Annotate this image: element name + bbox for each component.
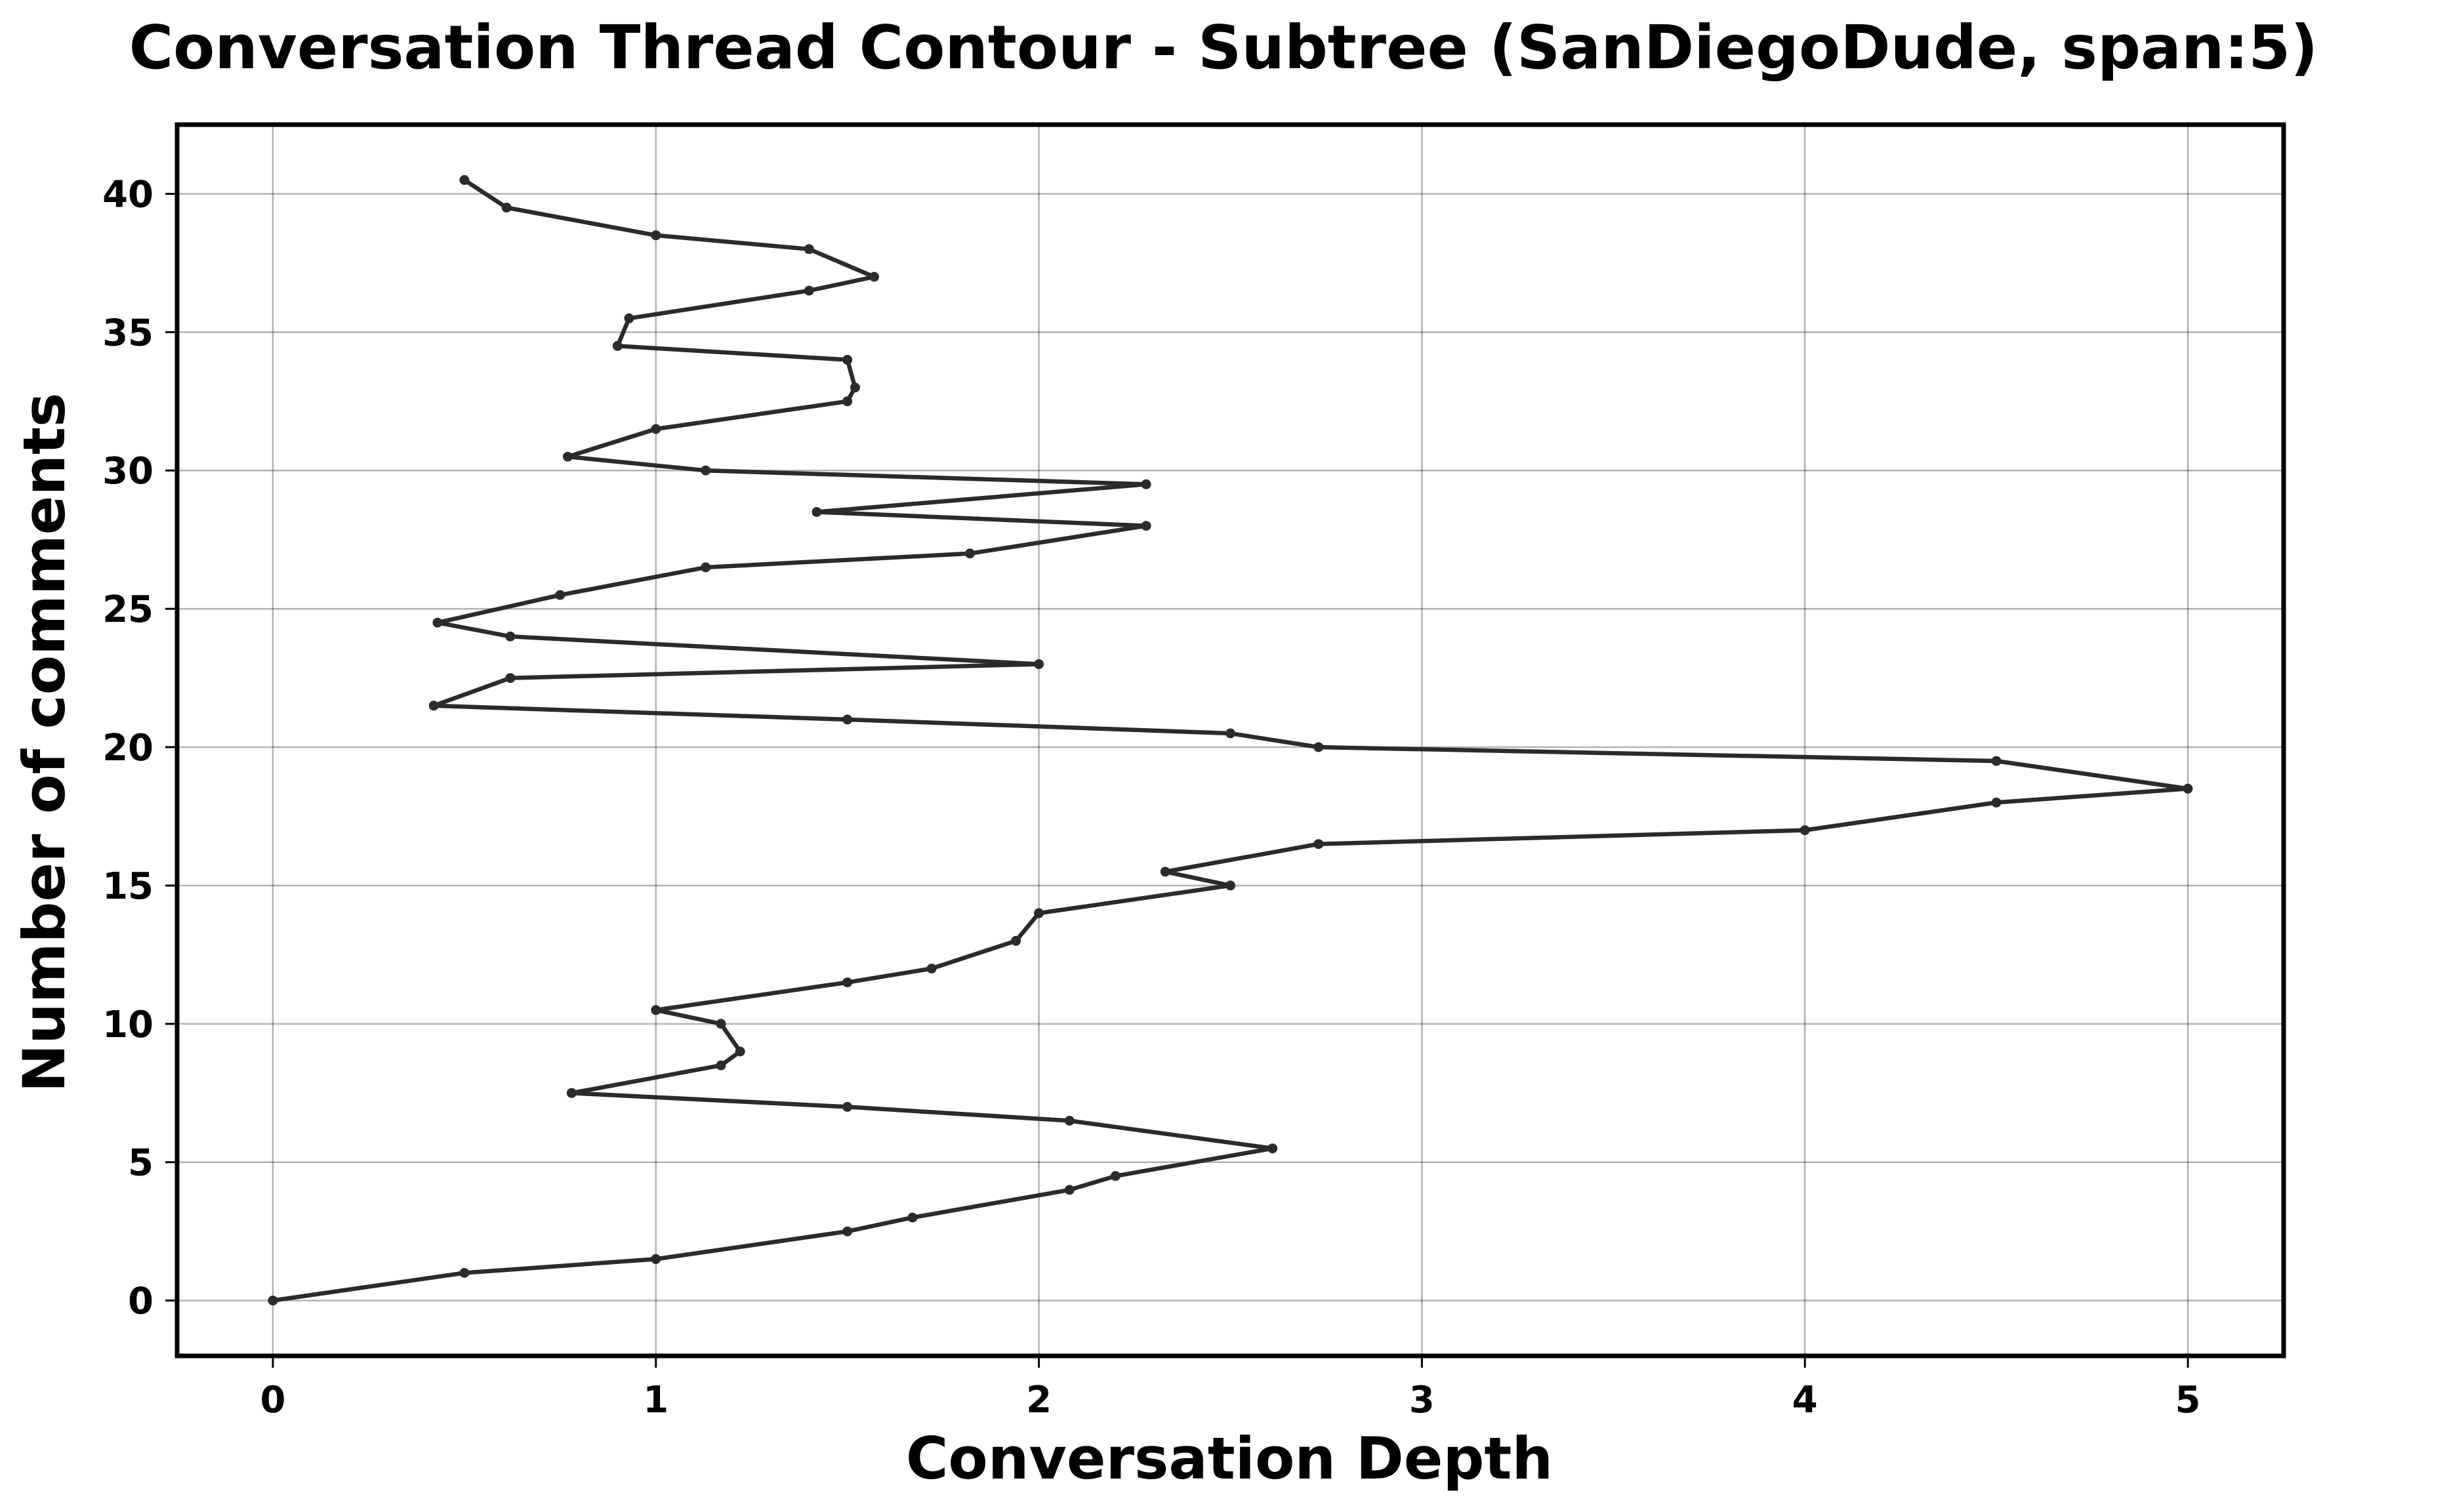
- data-point: [501, 203, 512, 213]
- data-point: [1799, 825, 1810, 836]
- x-axis-label: Conversation Depth: [906, 1425, 1553, 1492]
- data-point: [1141, 479, 1151, 489]
- data-point: [624, 313, 634, 323]
- x-tick-labels: 0 1 2 3 4 5: [260, 1379, 2200, 1421]
- y-tick-label: 20: [102, 727, 154, 769]
- data-point: [268, 1296, 278, 1306]
- series-layer: [268, 174, 2193, 1306]
- data-point: [716, 1060, 726, 1071]
- data-point: [842, 714, 853, 725]
- data-point: [1991, 756, 2002, 766]
- y-tick-label: 35: [102, 312, 154, 354]
- data-point: [428, 701, 439, 711]
- data-point: [1034, 659, 1044, 669]
- data-point: [716, 1019, 726, 1029]
- y-tick-label: 40: [102, 173, 154, 216]
- x-tick-label: 4: [1792, 1379, 1818, 1421]
- data-point: [1110, 1171, 1121, 1181]
- data-point: [651, 424, 661, 434]
- data-point: [842, 355, 853, 365]
- data-point: [566, 1088, 577, 1098]
- data-point: [1313, 839, 1324, 849]
- data-point: [869, 272, 879, 282]
- data-point: [850, 382, 860, 393]
- data-point: [2183, 783, 2193, 794]
- y-tick-label: 10: [102, 1004, 154, 1046]
- data-point: [1313, 742, 1324, 752]
- data-point: [1160, 867, 1170, 877]
- y-tick-label: 0: [128, 1280, 154, 1323]
- data-point: [842, 1101, 853, 1112]
- data-point: [965, 548, 975, 559]
- data-point: [804, 244, 814, 255]
- y-tick-labels: 0 5 10 15 20 25 30 35 40: [102, 173, 154, 1322]
- data-point: [701, 465, 711, 476]
- data-point: [735, 1046, 745, 1057]
- x-tick-label: 5: [2175, 1379, 2201, 1421]
- x-tick-label: 3: [1409, 1379, 1435, 1421]
- x-tick-label: 1: [643, 1379, 668, 1421]
- data-point: [926, 964, 937, 973]
- data-point: [459, 1268, 470, 1278]
- data-point: [842, 396, 853, 407]
- data-point: [651, 1254, 661, 1264]
- data-point: [1267, 1143, 1278, 1154]
- data-point: [651, 230, 661, 241]
- data-point: [842, 1226, 853, 1236]
- data-point: [812, 507, 822, 517]
- data-point: [1011, 935, 1021, 946]
- data-point: [804, 285, 814, 296]
- data-point: [505, 631, 516, 642]
- data-point: [432, 617, 443, 628]
- y-tick-label: 30: [102, 450, 154, 493]
- data-point: [1225, 728, 1235, 739]
- chart-title: Conversation Thread Contour - Subtree (S…: [129, 12, 2318, 83]
- y-axis-label: Number of comments: [10, 393, 78, 1093]
- data-point: [1064, 1185, 1075, 1195]
- data-point: [1034, 908, 1044, 918]
- data-point: [1141, 521, 1151, 531]
- y-tick-label: 5: [128, 1142, 154, 1185]
- data-point: [1991, 797, 2002, 807]
- data-point: [651, 1005, 661, 1015]
- data-point: [1225, 880, 1235, 891]
- data-point: [1064, 1116, 1075, 1126]
- data-point: [842, 977, 853, 988]
- series-group: [268, 174, 2193, 1306]
- data-point: [701, 562, 711, 573]
- data-point: [907, 1212, 918, 1223]
- plot-frame: [175, 122, 2286, 1359]
- data-point: [459, 174, 470, 185]
- data-point: [612, 340, 623, 351]
- data-point: [555, 590, 565, 600]
- data-point: [563, 451, 573, 462]
- x-tick-label: 0: [260, 1379, 285, 1421]
- x-tick-label: 2: [1026, 1379, 1052, 1421]
- data-point: [505, 673, 516, 684]
- y-tick-label: 15: [102, 865, 154, 908]
- y-tick-label: 25: [102, 588, 154, 631]
